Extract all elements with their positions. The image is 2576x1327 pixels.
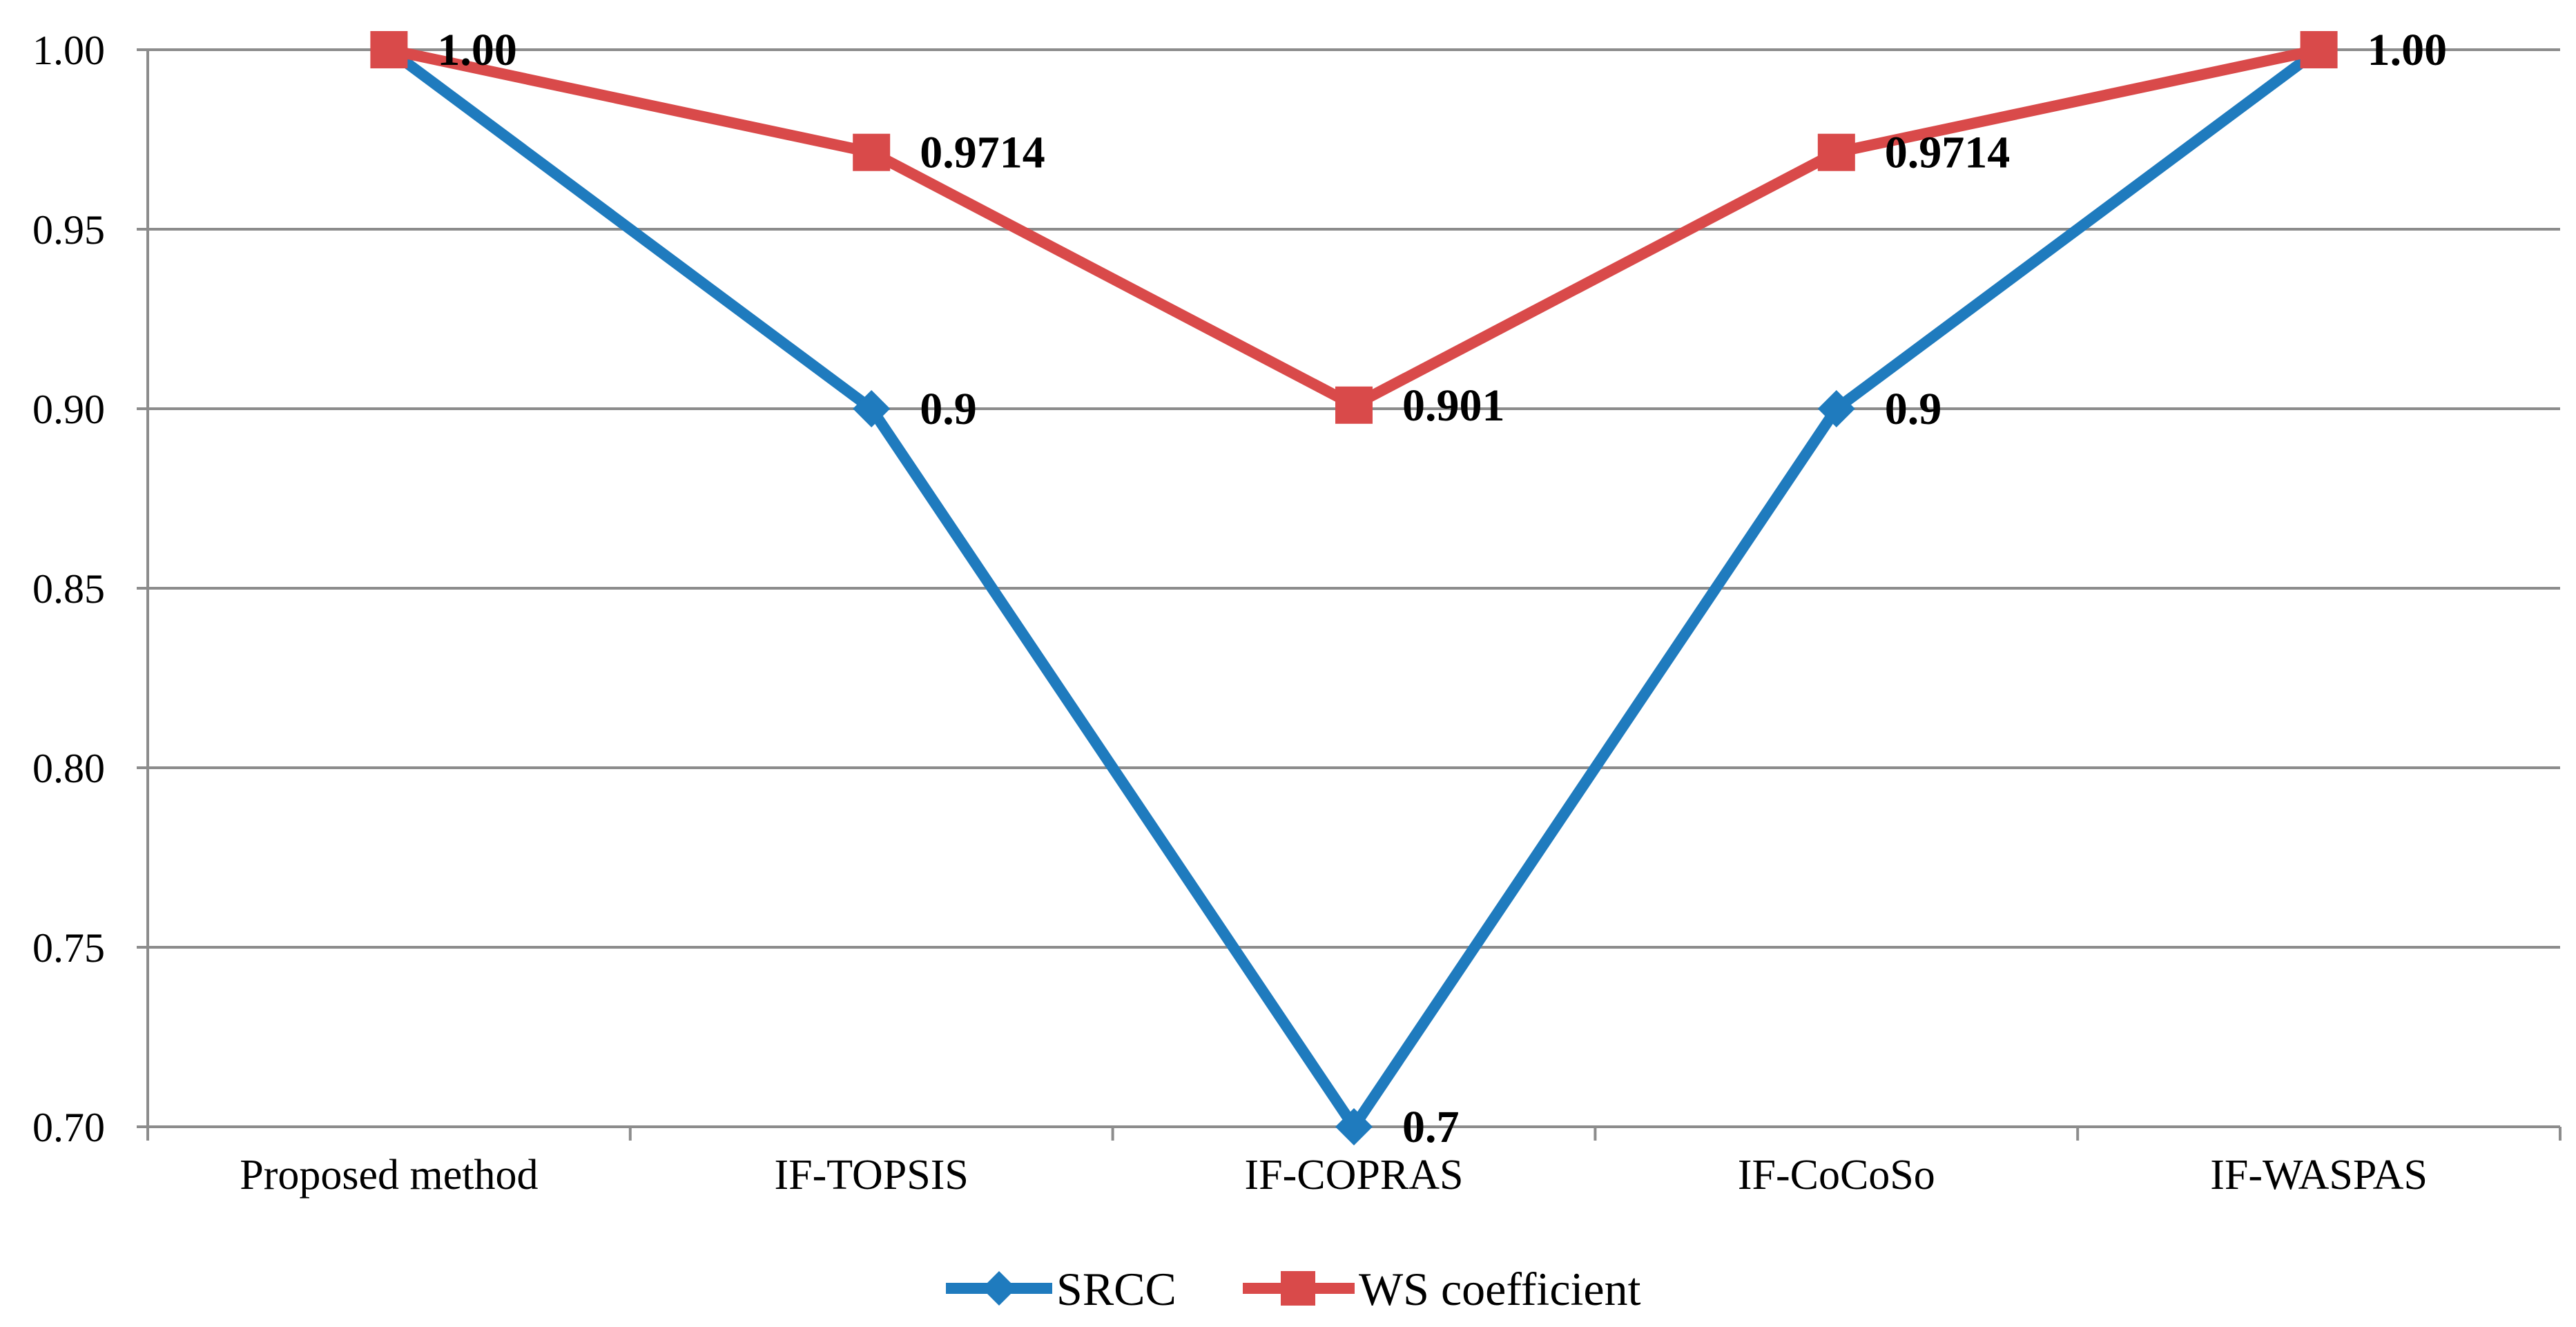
- data-label: 0.9: [920, 384, 977, 434]
- data-point: [1817, 133, 1855, 171]
- y-tick-label: 0.70: [32, 1105, 105, 1150]
- x-tick-label: IF-COPRAS: [1245, 1152, 1464, 1199]
- data-label: 1.00: [2367, 25, 2448, 75]
- y-tick-label: 0.85: [32, 566, 105, 612]
- legend-marker-srcc: [982, 1271, 1016, 1306]
- legend-marker-ws: [1281, 1271, 1315, 1306]
- data-labels-ws-coefficient: 1.00 0.9714 0.901 0.9714 1.00: [437, 25, 2447, 431]
- x-tick-label: IF-CoCoSo: [1738, 1152, 1935, 1199]
- y-tick-label: 0.95: [32, 207, 105, 253]
- y-tick-label: 0.90: [32, 387, 105, 432]
- data-label: 0.901: [1402, 380, 1505, 431]
- gridlines: [148, 48, 2560, 1128]
- x-tick-label: IF-WASPAS: [2210, 1152, 2428, 1199]
- series-ws-coefficient: [387, 44, 2321, 411]
- y-tick-label: 1.00: [32, 28, 105, 73]
- data-label: 0.9714: [1885, 128, 2011, 178]
- data-point: [1335, 1108, 1373, 1145]
- data-point: [370, 31, 408, 68]
- data-point: [1817, 390, 1855, 427]
- data-label: 0.9: [1885, 384, 1942, 434]
- y-tick-label: 0.75: [32, 925, 105, 971]
- data-label: 1.00: [437, 25, 517, 75]
- x-axis: Proposed method IF-TOPSIS IF-COPRAS IF-CoCo…: [146, 1125, 2562, 1199]
- data-point: [2300, 31, 2338, 68]
- y-tick-label: 0.80: [32, 746, 105, 791]
- x-tick-label: IF-TOPSIS: [774, 1152, 968, 1199]
- y-axis: 1.00 0.95 0.90 0.85 0.80 0.75 0.70: [32, 28, 149, 1150]
- data-point: [1335, 386, 1373, 424]
- data-labels-srcc: 0.9 0.7 0.9: [920, 384, 1941, 1152]
- legend-label-ws: WS coefficient: [1359, 1263, 1641, 1315]
- data-point: [853, 390, 891, 427]
- legend-label-srcc: SRCC: [1056, 1263, 1176, 1315]
- markers-ws-coefficient: [370, 31, 2338, 424]
- legend: SRCC WS coefficient: [946, 1263, 1641, 1315]
- x-tick-label: Proposed method: [240, 1152, 538, 1199]
- data-label: 0.9714: [920, 128, 1045, 178]
- data-point: [853, 133, 891, 171]
- data-label: 0.7: [1402, 1102, 1460, 1152]
- series-line: [387, 44, 2321, 411]
